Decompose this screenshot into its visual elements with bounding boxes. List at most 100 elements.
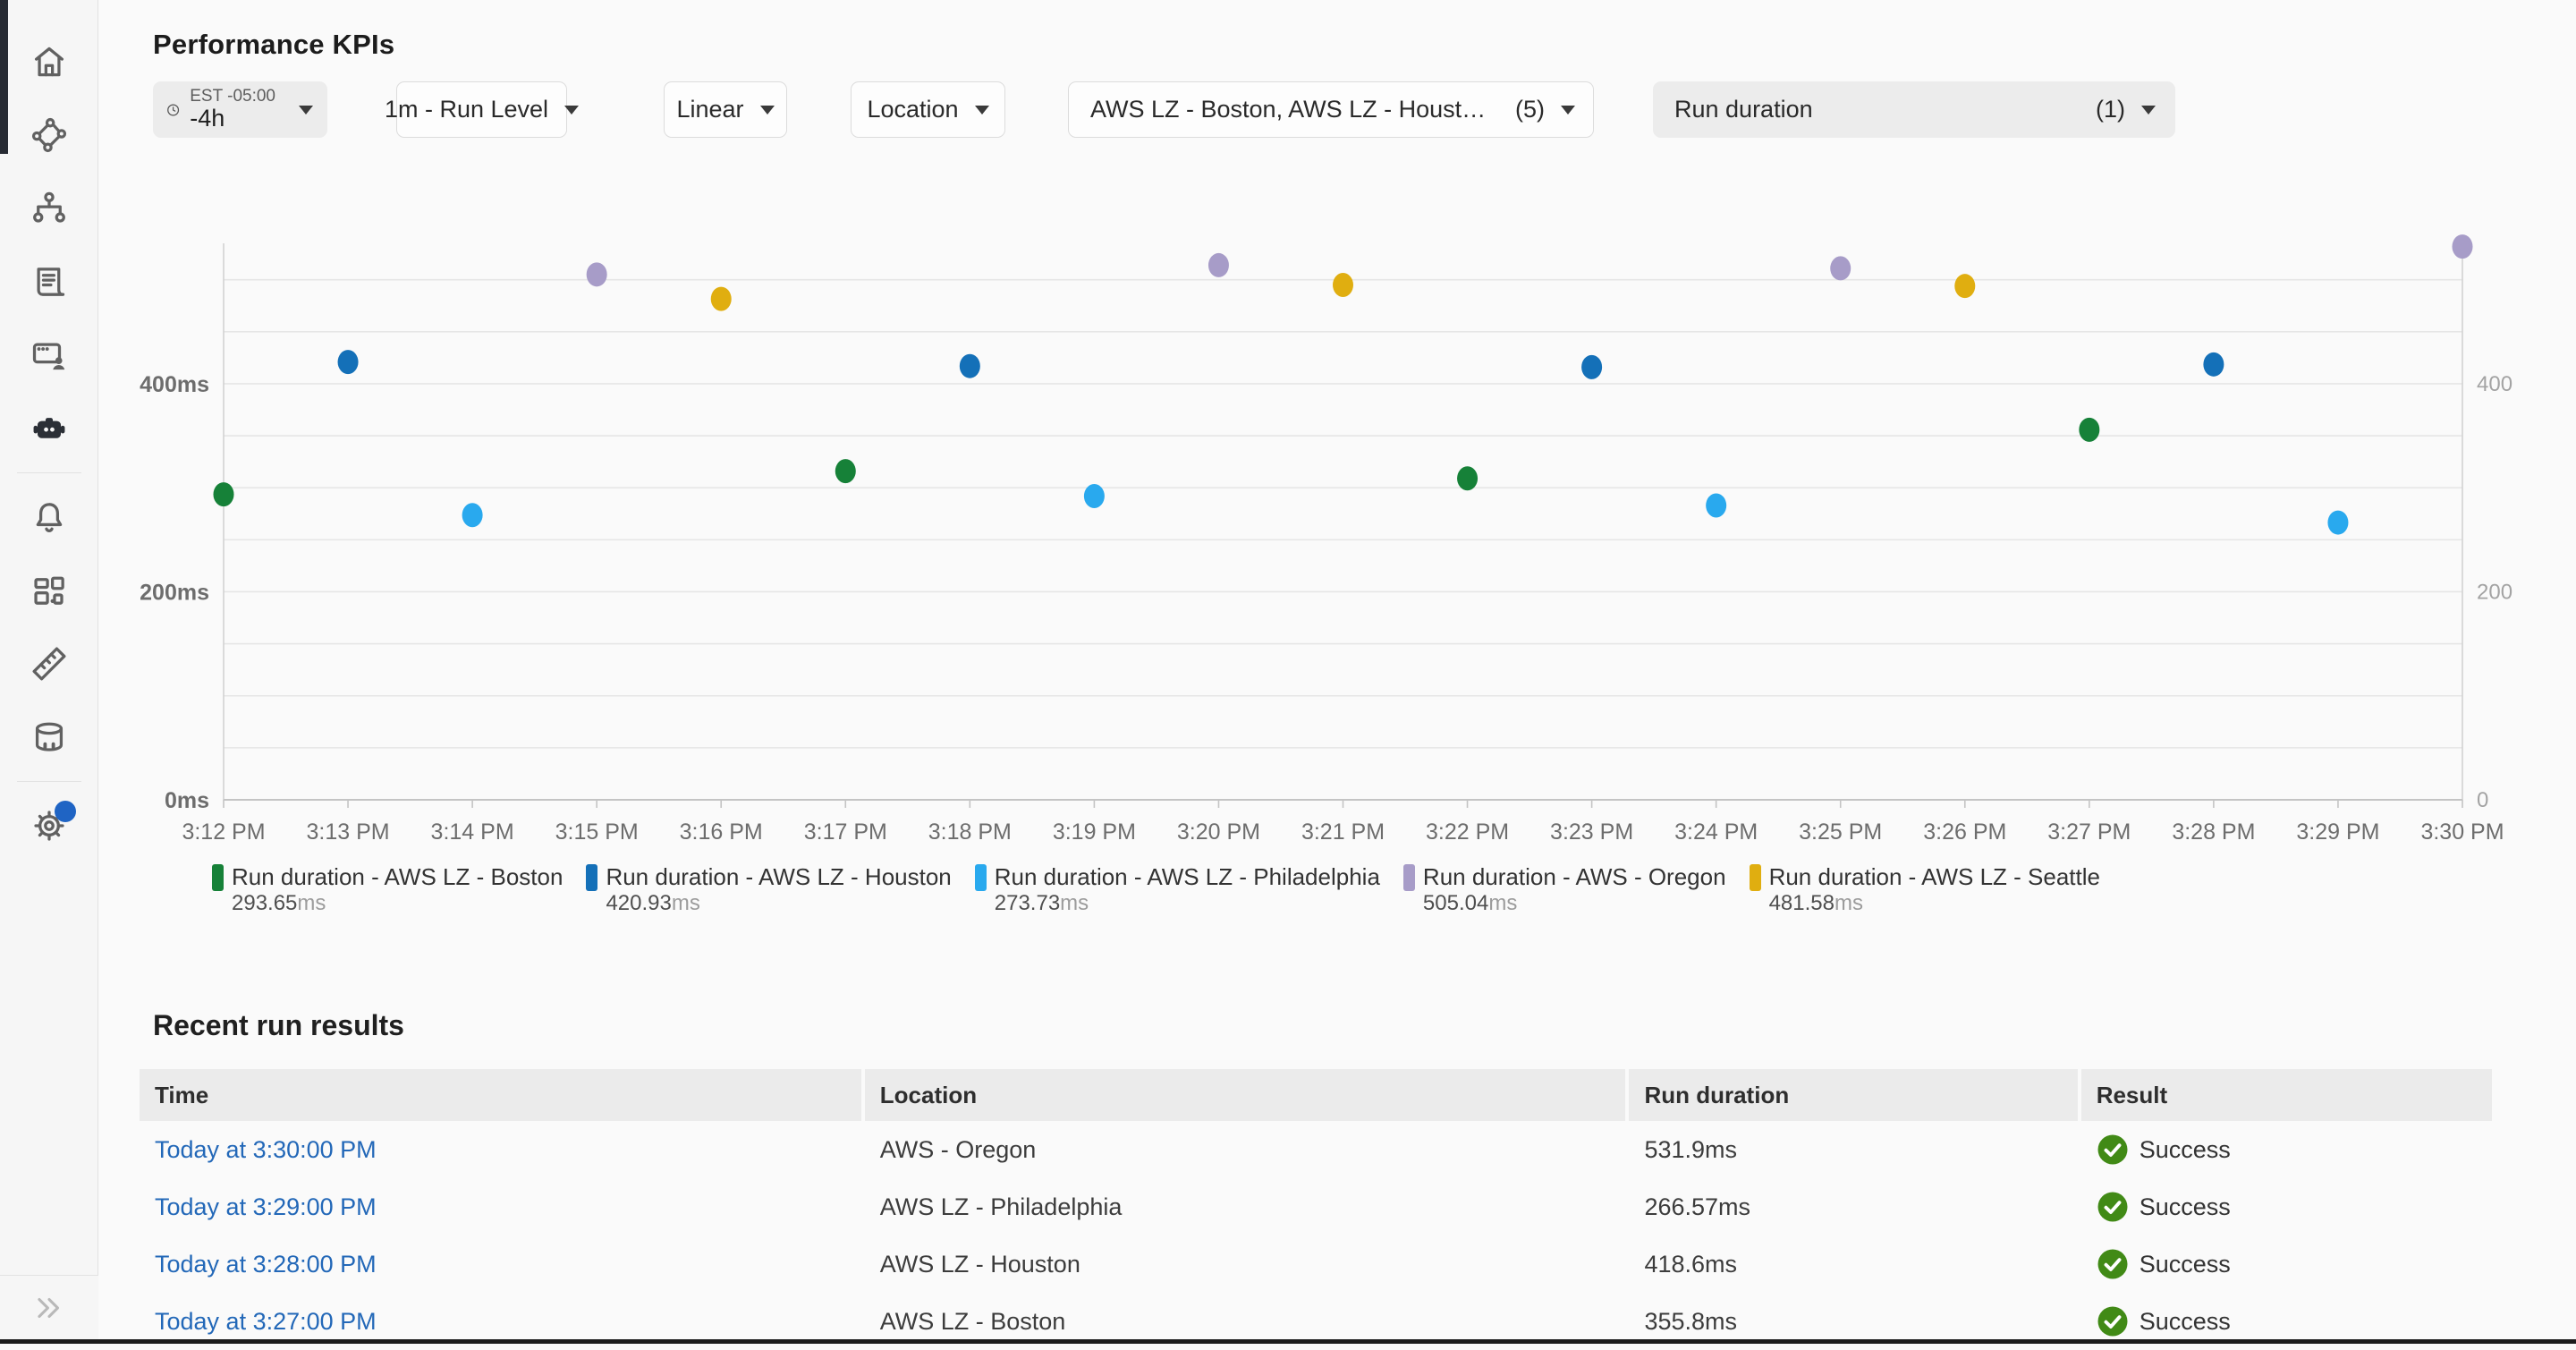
svg-text:3:24 PM: 3:24 PM <box>1674 819 1758 845</box>
svg-text:3:23 PM: 3:23 PM <box>1550 819 1633 845</box>
success-check-icon <box>2097 1191 2129 1223</box>
bell-icon <box>29 497 70 538</box>
svg-text:3:27 PM: 3:27 PM <box>2047 819 2131 845</box>
script-icon <box>29 261 70 302</box>
svg-text:3:29 PM: 3:29 PM <box>2296 819 2379 845</box>
sidebar-item-data[interactable] <box>21 709 78 766</box>
group-by-filter[interactable]: Location <box>851 81 1005 138</box>
database-icon <box>29 717 70 758</box>
run-time-link[interactable]: Today at 3:28:00 PM <box>155 1251 377 1278</box>
data-point[interactable]: Run duration - AWS - Oregon: 505.04ms <box>587 262 607 286</box>
legend-value: 293.65ms <box>232 891 563 916</box>
chevron-down-icon <box>975 106 989 115</box>
legend-label: Run duration - AWS LZ - Seattle <box>1769 864 2100 891</box>
page-title: Performance KPIs <box>153 29 2576 61</box>
home-icon <box>29 41 70 82</box>
locations-filter[interactable]: AWS LZ - Boston, AWS LZ - Houston,... (5… <box>1068 81 1594 138</box>
legend-label: Run duration - AWS LZ - Houston <box>606 864 951 891</box>
data-point[interactable]: Run duration - AWS LZ - Seattle: 495ms <box>1333 273 1353 297</box>
data-point[interactable]: Run duration - AWS - Oregon: 531.9ms <box>2453 234 2473 259</box>
browser-user-icon <box>29 335 70 376</box>
legend-label: Run duration - AWS - Oregon <box>1423 864 1726 891</box>
sidebar-nav <box>0 0 97 862</box>
data-point[interactable]: Run duration - AWS LZ - Houston: 416ms <box>1581 355 1602 379</box>
legend-value: 420.93ms <box>606 891 951 916</box>
run-duration: 266.57ms <box>1629 1193 2077 1221</box>
sidebar-item-synthetics[interactable] <box>21 400 78 457</box>
metric-filter[interactable]: Run duration (1) <box>1653 81 2175 138</box>
chevron-down-icon <box>760 106 775 115</box>
time-range-filter[interactable]: EST -05:00 -4h <box>153 81 327 138</box>
sidebar-item-scripts[interactable] <box>21 253 78 310</box>
run-duration: 531.9ms <box>1629 1136 2077 1164</box>
sidebar-expand-button[interactable] <box>0 1275 98 1339</box>
run-location: AWS LZ - Philadelphia <box>865 1193 1626 1221</box>
svg-text:3:16 PM: 3:16 PM <box>680 819 763 845</box>
window-bottom-edge <box>0 1339 2576 1344</box>
group-by-label: Location <box>867 96 958 123</box>
sidebar-item-home[interactable] <box>21 33 78 90</box>
run-time-link[interactable]: Today at 3:27:00 PM <box>155 1308 377 1336</box>
result-status: Success <box>2097 1305 2231 1337</box>
chevron-down-icon <box>299 106 313 115</box>
svg-text:3:12 PM: 3:12 PM <box>182 819 265 845</box>
data-point[interactable]: Run duration - AWS - Oregon: 511ms <box>1830 256 1851 280</box>
legend-swatch <box>975 864 987 891</box>
sidebar-item-sessions[interactable] <box>21 327 78 384</box>
legend-label: Run duration - AWS LZ - Philadelphia <box>995 864 1380 891</box>
chevron-down-icon <box>2141 106 2156 115</box>
data-point[interactable]: Run duration - AWS LZ - Seattle: 494ms <box>1954 274 1975 298</box>
svg-text:3:30 PM: 3:30 PM <box>2420 819 2504 845</box>
sidebar-item-alerts[interactable] <box>21 488 78 546</box>
column-header-location: Location <box>865 1069 1626 1121</box>
sidebar-item-dashboards[interactable] <box>21 562 78 619</box>
chevrons-right-icon <box>32 1291 66 1325</box>
result-status: Success <box>2097 1133 2231 1166</box>
run-time-link[interactable]: Today at 3:29:00 PM <box>155 1193 377 1221</box>
ruler-icon <box>29 643 70 684</box>
result-text: Success <box>2140 1136 2231 1164</box>
notification-badge <box>55 801 76 822</box>
sidebar-item-measurements[interactable] <box>21 635 78 692</box>
sidebar-item-groups[interactable] <box>21 180 78 237</box>
data-point[interactable]: Run duration - AWS LZ - Seattle: 481.58m… <box>711 287 732 311</box>
svg-text:400ms: 400ms <box>140 372 209 397</box>
sidebar-item-traces[interactable] <box>21 106 78 164</box>
recent-runs-title: Recent run results <box>153 1009 404 1042</box>
scale-filter[interactable]: Linear <box>664 81 787 138</box>
data-point[interactable]: Run duration - AWS LZ - Boston: 293.65ms <box>214 482 234 506</box>
data-point[interactable]: Run duration - AWS LZ - Houston: 418.6ms <box>2203 352 2224 377</box>
result-status: Success <box>2097 1191 2231 1223</box>
run-time-link[interactable]: Today at 3:30:00 PM <box>155 1136 377 1164</box>
svg-text:3:15 PM: 3:15 PM <box>555 819 639 845</box>
success-check-icon <box>2097 1133 2129 1166</box>
data-point[interactable]: Run duration - AWS LZ - Philadelphia: 26… <box>2327 511 2348 535</box>
sidebar-item-settings[interactable] <box>21 797 78 854</box>
data-point[interactable]: Run duration - AWS - Oregon: 514ms <box>1208 253 1229 277</box>
metric-count: (1) <box>2096 96 2125 123</box>
data-point[interactable]: Run duration - AWS LZ - Houston: 417ms <box>960 354 980 378</box>
data-point[interactable]: Run duration - AWS LZ - Boston: 355.8ms <box>2079 418 2099 442</box>
chevron-down-icon <box>564 106 579 115</box>
chevron-down-icon <box>1561 106 1575 115</box>
locations-label: AWS LZ - Boston, AWS LZ - Houston,... <box>1090 96 1499 123</box>
data-point[interactable]: Run duration - AWS LZ - Philadelphia: 28… <box>1706 493 1726 517</box>
data-point[interactable]: Run duration - AWS LZ - Boston: 309ms <box>1457 466 1478 490</box>
svg-text:3:14 PM: 3:14 PM <box>431 819 514 845</box>
run-level-filter[interactable]: 1m - Run Level <box>396 81 567 138</box>
data-point[interactable]: Run duration - AWS LZ - Philadelphia: 29… <box>1084 484 1105 508</box>
data-point[interactable]: Run duration - AWS LZ - Philadelphia: 27… <box>462 503 483 527</box>
data-point[interactable]: Run duration - AWS LZ - Houston: 420.93m… <box>338 350 359 374</box>
data-point[interactable]: Run duration - AWS LZ - Boston: 316ms <box>835 459 856 483</box>
